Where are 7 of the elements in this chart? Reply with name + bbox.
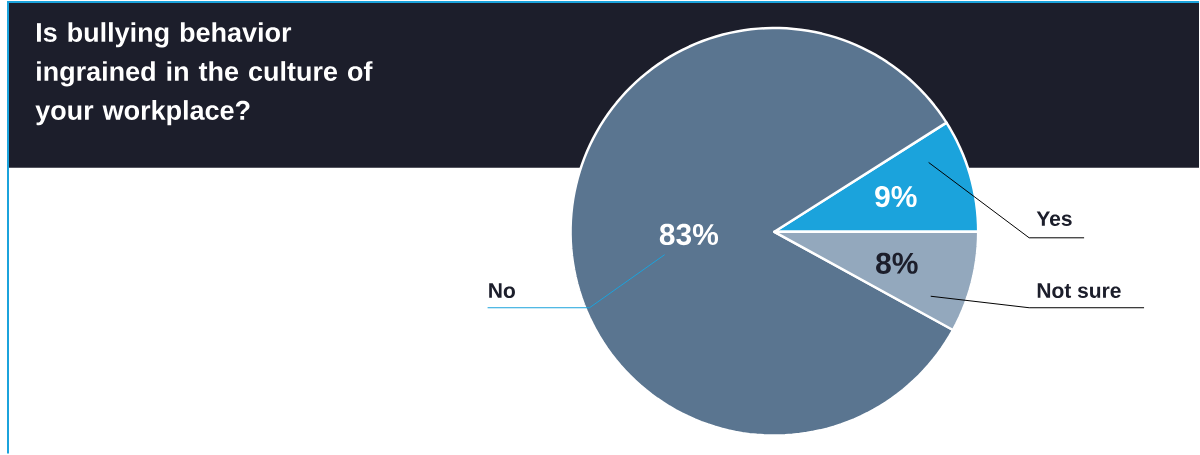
slice-label: No — [489, 283, 515, 299]
text: Is bullying behavior ingrained in the culture of your workplace? — [35, 22, 373, 126]
data-label: 83% — [659, 224, 719, 246]
data-label: 9% — [875, 186, 917, 208]
slice-label: Yes — [1036, 211, 1072, 227]
slice-label: Not sure — [1037, 283, 1121, 299]
data-label: 8% — [876, 252, 918, 275]
